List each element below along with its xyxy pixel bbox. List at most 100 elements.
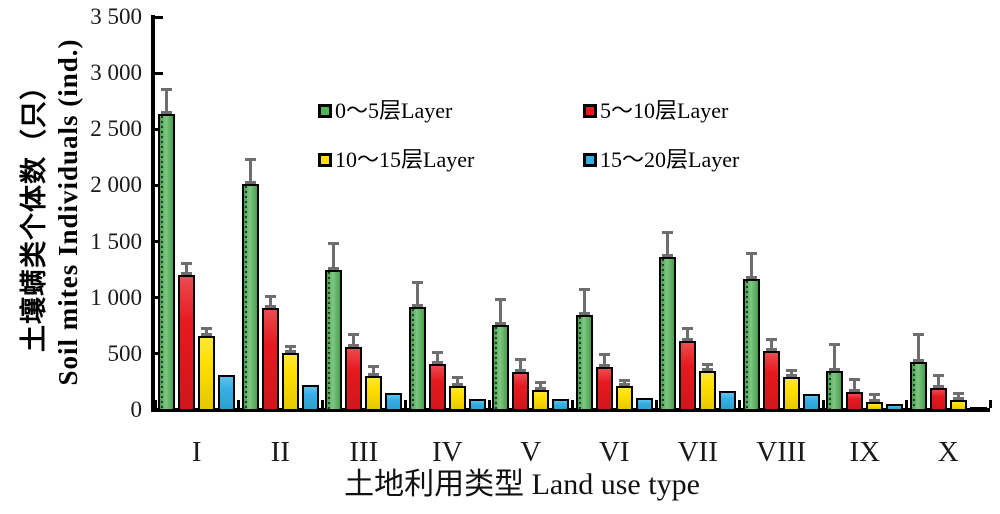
error-bar-line xyxy=(288,346,292,353)
bar-III-layer-0 xyxy=(325,269,343,411)
legend-label-layer-1: 5～10层Layer xyxy=(600,98,729,123)
error-bar-line xyxy=(833,344,837,372)
error-bar-cap xyxy=(411,281,423,285)
legend-label-layer-3: 15～20层Layer xyxy=(600,147,740,172)
bar-VIII-layer-1 xyxy=(762,351,780,411)
error-bar-lower-cap xyxy=(702,368,714,372)
x-axis-tick xyxy=(153,400,157,408)
bar-II-layer-0 xyxy=(241,184,259,411)
error-bar-cap xyxy=(201,326,213,330)
error-bar-line xyxy=(499,299,503,325)
bar-II-layer-1 xyxy=(261,307,279,411)
error-bar-line xyxy=(539,382,543,390)
x-axis-tick xyxy=(988,400,992,408)
error-bar-line xyxy=(602,354,606,368)
error-bar-cap xyxy=(535,380,547,384)
x-tick-label-II: II xyxy=(270,436,290,468)
bar-X-layer-0 xyxy=(909,361,927,411)
error-bar-cap xyxy=(161,87,173,91)
error-bar-line xyxy=(789,370,793,378)
error-bar-line xyxy=(519,359,523,373)
bar-IV-layer-2 xyxy=(448,385,466,411)
x-axis-tick xyxy=(237,400,240,408)
error-bar-lower-cap xyxy=(745,276,757,280)
bar-VI-layer-0 xyxy=(575,315,593,411)
bar-VIII-layer-3 xyxy=(802,394,820,411)
x-axis-tick xyxy=(571,400,574,408)
bar-III-layer-1 xyxy=(345,347,363,411)
legend-label-layer-0: 0～5层Layer xyxy=(335,98,453,123)
error-bar-cap xyxy=(912,332,924,336)
error-bar-lower-cap xyxy=(765,348,777,352)
bar-IV-layer-0 xyxy=(408,307,426,411)
error-bar-cap xyxy=(451,376,463,380)
error-bar-line xyxy=(916,334,920,362)
legend-marker-layer-1 xyxy=(583,104,597,118)
x-axis-tick xyxy=(654,400,658,408)
error-bar-cap xyxy=(682,326,694,330)
bar-II-layer-2 xyxy=(281,352,299,411)
bar-I-layer-1 xyxy=(178,275,196,411)
y-axis-title-text: 土壤螨类个体数（只） Soil mites Individuals (ind.) xyxy=(17,38,85,385)
bar-IV-layer-3 xyxy=(468,398,486,411)
bar-VIII-layer-2 xyxy=(782,377,800,411)
error-bar-lower-cap xyxy=(181,272,193,276)
bar-III-layer-3 xyxy=(385,392,403,411)
error-bar-cap xyxy=(348,332,360,336)
error-bar-cap xyxy=(244,157,256,161)
error-bar-line xyxy=(936,375,940,388)
x-axis-tick xyxy=(905,400,908,408)
error-bar-line xyxy=(248,159,252,185)
y-tick-label: 0 xyxy=(130,397,143,422)
error-bar-lower-cap xyxy=(869,399,881,403)
error-bar-lower-cap xyxy=(535,386,547,390)
x-axis-tick xyxy=(487,400,491,408)
error-bar-cap xyxy=(662,230,674,234)
y-tick-label: 1 000 xyxy=(90,284,142,310)
bar-V-layer-1 xyxy=(512,372,530,411)
error-bar-lower-cap xyxy=(161,110,173,114)
error-bar-lower-cap xyxy=(662,253,674,257)
error-bar-line xyxy=(956,393,960,400)
error-bar-lower-cap xyxy=(348,344,360,348)
error-bar-line xyxy=(455,377,459,386)
error-bar-lower-cap xyxy=(495,321,507,325)
bar-IX-layer-0 xyxy=(826,371,844,411)
error-bar-lower-cap xyxy=(328,266,340,270)
error-bar-lower-cap xyxy=(201,332,213,336)
error-bar-line xyxy=(686,328,690,341)
legend-label-layer-2: 10～15层Layer xyxy=(335,147,475,172)
error-bar-lower-cap xyxy=(244,181,256,185)
bar-V-layer-2 xyxy=(532,389,550,411)
error-bar-lower-cap xyxy=(411,304,423,308)
error-bar-line xyxy=(749,253,753,280)
x-tick-label-IX: IX xyxy=(849,436,881,468)
error-bar-lower-cap xyxy=(829,368,841,372)
error-bar-lower-cap xyxy=(682,337,694,341)
y-axis-title-en: Soil mites Individuals (ind.) xyxy=(53,38,83,386)
error-bar-line xyxy=(372,366,376,376)
bar-IV-layer-1 xyxy=(428,363,446,411)
x-axis-tick xyxy=(738,400,741,408)
error-bar-cap xyxy=(952,391,964,395)
legend-marker-layer-0 xyxy=(318,104,332,118)
bar-VI-layer-2 xyxy=(615,386,633,411)
error-bar-cap xyxy=(765,337,777,341)
error-bar-line xyxy=(853,379,857,393)
error-bar-line xyxy=(165,89,169,114)
bar-I-layer-3 xyxy=(218,375,236,411)
x-axis-tick xyxy=(404,400,407,408)
x-tick-label-VI: VI xyxy=(598,436,630,468)
error-bar-line xyxy=(666,232,670,257)
error-bar-lower-cap xyxy=(368,372,380,376)
y-tick-label: 2 500 xyxy=(90,116,142,142)
error-bar-lower-cap xyxy=(598,364,610,368)
bar-III-layer-2 xyxy=(365,375,383,411)
y-tick-label: 3 500 xyxy=(90,4,142,29)
x-tick-label-X: X xyxy=(937,436,959,468)
x-tick-label-I: I xyxy=(191,436,202,468)
error-bar-cap xyxy=(328,242,340,246)
bar-X-layer-3 xyxy=(969,407,987,412)
error-bar-cap xyxy=(829,343,841,347)
legend-marker-layer-2 xyxy=(318,153,332,167)
